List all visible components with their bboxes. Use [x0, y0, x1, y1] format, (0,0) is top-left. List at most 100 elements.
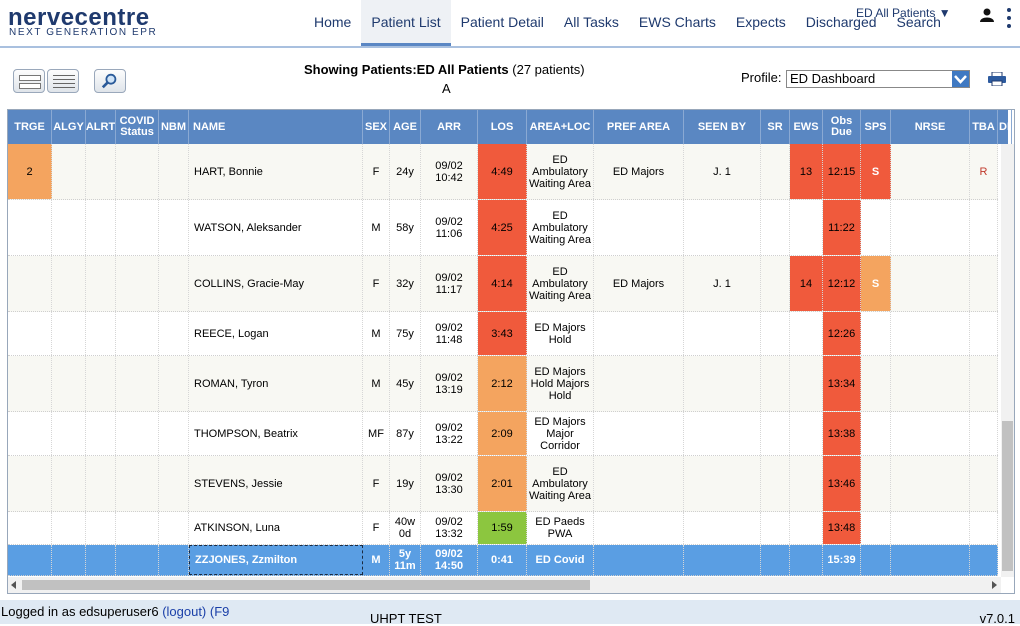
nav-tab-search[interactable]: Search — [896, 14, 941, 30]
column-header-sex[interactable]: SEX — [363, 110, 390, 144]
cell-obs: 13:46 — [823, 456, 861, 511]
cell-age: 75y — [390, 312, 421, 355]
column-header-obs-due[interactable]: Obs Due — [823, 110, 861, 144]
nav-tab-patient-list[interactable]: Patient List — [361, 0, 451, 46]
grid-header: TRGE ALGY ALRT COVID Status NBM NAME SEX AGE ARR… — [8, 110, 1012, 144]
cell-age: 19y — [390, 456, 421, 511]
patient-row[interactable]: ROMAN, Tyron M 45y 09/02 13:19 2:12 ED Majors… — [8, 356, 1012, 412]
cell-empty — [159, 512, 189, 544]
column-header-age[interactable]: AGE — [390, 110, 421, 144]
cell-sex: M — [363, 312, 390, 355]
cell-tba — [970, 312, 998, 355]
column-header-algy[interactable]: ALGY — [52, 110, 86, 144]
cell-name[interactable]: HART, Bonnie — [189, 144, 363, 199]
nav-tab-ews-charts[interactable]: EWS Charts — [638, 14, 716, 30]
column-header-area-loc[interactable]: AREA+LOC — [527, 110, 594, 144]
cell-name[interactable]: REECE, Logan — [189, 312, 363, 355]
f9-link[interactable]: (F9 — [209, 604, 230, 619]
vertical-scrollbar[interactable] — [1001, 144, 1014, 577]
cell-age: 87y — [390, 412, 421, 455]
nav-tab-all-tasks[interactable]: All Tasks — [563, 14, 619, 30]
patient-row[interactable]: STEVENS, Jessie F 19y 09/02 13:30 2:01 ED Amb… — [8, 456, 1012, 512]
cell-empty — [52, 512, 86, 544]
scroll-right-icon[interactable] — [992, 581, 997, 589]
print-icon[interactable] — [988, 72, 1006, 86]
column-header-arr[interactable]: ARR — [421, 110, 478, 144]
cell-name[interactable]: WATSON, Aleksander — [189, 200, 363, 255]
column-header-di[interactable]: DI — [998, 110, 1012, 144]
cell-trge — [8, 356, 52, 411]
cell-sps — [861, 512, 891, 544]
cell-sps: S — [861, 256, 891, 311]
cell-ews — [790, 512, 823, 544]
nav-tab-patient-detail[interactable]: Patient Detail — [460, 14, 544, 30]
patient-row[interactable]: REECE, Logan M 75y 09/02 11:48 3:43 ED Majors… — [8, 312, 1012, 356]
logout-link[interactable]: (logout) — [162, 604, 207, 619]
scroll-left-icon[interactable] — [11, 581, 16, 589]
cell-empty — [86, 456, 116, 511]
column-header-alrt[interactable]: ALRT — [86, 110, 116, 144]
cell-sr — [761, 512, 790, 544]
profile-select[interactable]: ED Dashboard — [786, 70, 970, 88]
cell-obs: 15:39 — [823, 545, 861, 575]
cell-name[interactable]: THOMPSON, Beatrix — [189, 412, 363, 455]
view-compact-button[interactable] — [13, 69, 45, 93]
cell-pref — [594, 312, 684, 355]
column-header-sps[interactable]: SPS — [861, 110, 891, 144]
cell-obs: 13:38 — [823, 412, 861, 455]
cell-name[interactable]: COLLINS, Gracie-May — [189, 256, 363, 311]
nav-tab-home[interactable]: Home — [314, 14, 352, 30]
cell-sex: M — [363, 200, 390, 255]
cell-trge — [8, 312, 52, 355]
cell-name[interactable]: ZZJONES, Zzmilton — [189, 545, 363, 575]
cell-name[interactable]: ROMAN, Tyron — [189, 356, 363, 411]
column-header-name[interactable]: NAME — [189, 110, 363, 144]
cell-tba — [970, 512, 998, 544]
nav-tab-discharged[interactable]: Discharged — [805, 14, 877, 30]
column-header-pref-area[interactable]: PREF AREA — [594, 110, 684, 144]
cell-tba — [970, 545, 998, 575]
cell-age: 5y 11m — [390, 545, 421, 575]
cell-los: 4:14 — [478, 256, 527, 311]
ward-selector[interactable]: ED All Patients ▼ — [856, 6, 951, 20]
cell-empty — [86, 512, 116, 544]
column-header-tba[interactable]: TBA — [970, 110, 998, 144]
nav-tab-expects[interactable]: Expects — [735, 14, 786, 30]
cell-pref — [594, 512, 684, 544]
cell-seen — [684, 200, 761, 255]
column-header-nrse[interactable]: NRSE — [891, 110, 970, 144]
column-header-ews[interactable]: EWS — [790, 110, 823, 144]
cell-seen — [684, 312, 761, 355]
cell-name[interactable]: ATKINSON, Luna — [189, 512, 363, 544]
horizontal-scrollbar[interactable] — [8, 577, 1001, 593]
cell-pref — [594, 200, 684, 255]
cell-ews — [790, 356, 823, 411]
view-list-button[interactable] — [47, 69, 79, 93]
more-menu-icon[interactable] — [1006, 8, 1012, 34]
patient-row[interactable]: 2 HART, Bonnie F 24y 09/02 10:42 4:49 ED Ambul… — [8, 144, 1012, 200]
column-header-los[interactable]: LOS — [478, 110, 527, 144]
cell-empty — [116, 144, 159, 199]
cell-empty — [52, 412, 86, 455]
cell-empty — [86, 412, 116, 455]
cell-sex: M — [363, 545, 390, 575]
patient-row[interactable]: ATKINSON, Luna F 40w 0d 09/02 13:32 1:59 ED P… — [8, 512, 1012, 545]
column-header-covid-status[interactable]: COVID Status — [116, 110, 159, 144]
patient-row[interactable]: WATSON, Aleksander M 58y 09/02 11:06 4:25 ED … — [8, 200, 1012, 256]
user-icon[interactable] — [980, 8, 994, 22]
column-header-trge[interactable]: TRGE — [8, 110, 52, 144]
patient-row[interactable]: THOMPSON, Beatrix MF 87y 09/02 13:22 2:09 ED … — [8, 412, 1012, 456]
cell-los: 3:43 — [478, 312, 527, 355]
column-header-sr[interactable]: SR — [761, 110, 790, 144]
cell-name[interactable]: STEVENS, Jessie — [189, 456, 363, 511]
search-button[interactable] — [94, 69, 126, 93]
patient-row[interactable]: COLLINS, Gracie-May F 32y 09/02 11:17 4:14 ED… — [8, 256, 1012, 312]
cell-empty — [116, 256, 159, 311]
patient-row[interactable]: ZZJONES, Zzmilton M 5y 11m 09/02 14:50 0:41 E… — [8, 545, 1012, 576]
cell-obs: 13:48 — [823, 512, 861, 544]
column-header-seen-by[interactable]: SEEN BY — [684, 110, 761, 144]
column-header-nbm[interactable]: NBM — [159, 110, 189, 144]
cell-area: ED Majors Hold Majors Hold — [527, 356, 594, 411]
environment-label: UHPT TEST — [370, 611, 442, 626]
cell-sr — [761, 312, 790, 355]
